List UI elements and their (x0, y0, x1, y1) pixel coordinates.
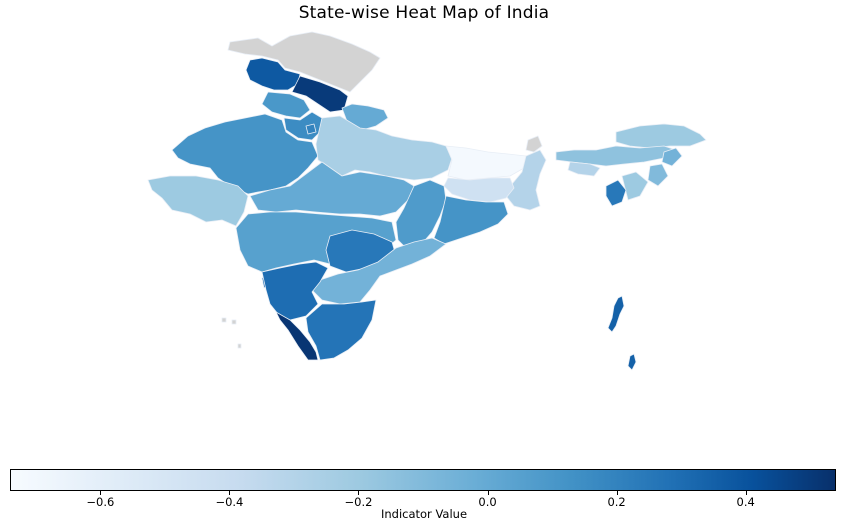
region-andaman-nicobar (607, 295, 637, 371)
colorbar-tick (229, 491, 231, 495)
colorbar (10, 469, 836, 491)
map-title: State-wise Heat Map of India (298, 3, 550, 23)
region-karnataka (261, 261, 329, 321)
region-lakshadweep (221, 317, 242, 349)
region-meghalaya (567, 161, 601, 177)
colorbar-tick-label: 0.4 (736, 495, 755, 509)
region-jammu-kashmir (245, 57, 301, 91)
colorbar-tick-label: 0.2 (607, 495, 626, 509)
region-bihar (445, 145, 527, 181)
colorbar-tick (487, 491, 489, 495)
region-manipur (647, 163, 669, 187)
colorbar-tick (745, 491, 747, 495)
region-himachal-pradesh (291, 75, 349, 113)
region-jharkhand (443, 177, 515, 203)
region-ladakh (227, 31, 381, 93)
region-nagaland (661, 147, 683, 167)
region-west-bengal (505, 149, 547, 211)
colorbar-tick (100, 491, 102, 495)
colorbar-label: Indicator Value (380, 507, 468, 521)
india-choropleth-map (147, 31, 707, 371)
region-andhra-pradesh (311, 237, 447, 305)
region-sikkim (525, 135, 543, 153)
colorbar-tick-label: −0.6 (86, 495, 115, 509)
region-gujarat (147, 175, 249, 227)
region-kerala (275, 311, 319, 361)
colorbar-tick-label: −0.4 (215, 495, 244, 509)
region-delhi (305, 123, 317, 135)
region-punjab (261, 91, 311, 119)
colorbar-tick-label: −0.2 (344, 495, 373, 509)
region-rajasthan (171, 113, 319, 195)
colorbar-tick-label: 0.0 (478, 495, 497, 509)
region-uttar-pradesh (315, 115, 453, 181)
region-mizoram (621, 171, 649, 201)
region-tamil-nadu (305, 299, 377, 361)
region-odisha (433, 195, 509, 245)
region-arunachal-pradesh (615, 123, 707, 149)
colorbar-tick (358, 491, 360, 495)
colorbar-tick (616, 491, 618, 495)
colorbar-ticks: −0.6 −0.4 −0.2 0.0 0.2 0.4 (10, 491, 836, 515)
region-tripura (605, 179, 627, 207)
